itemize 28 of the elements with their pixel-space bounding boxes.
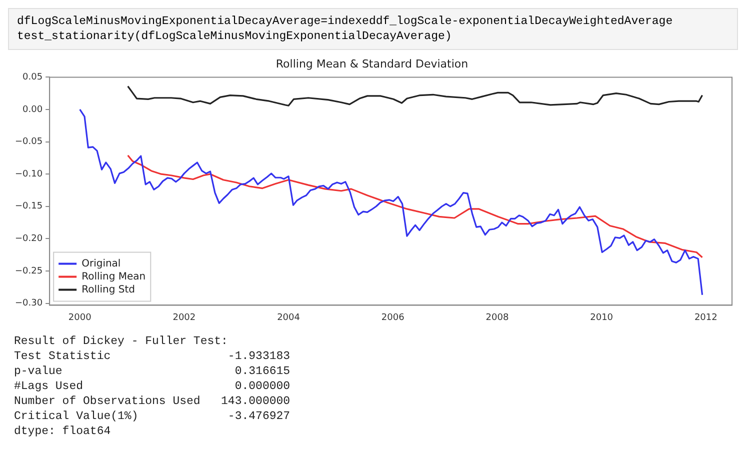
legend-label: Original — [82, 258, 121, 270]
legend-label: Rolling Mean — [82, 271, 146, 282]
y-tick-label: −0.20 — [14, 234, 43, 244]
x-tick-label: 2002 — [172, 312, 196, 323]
chart-title: Rolling Mean & Standard Deviation — [276, 57, 468, 70]
text: dtype: float64 — [14, 424, 112, 439]
x-tick-label: 2006 — [381, 312, 405, 323]
text: Test Statistic -1.933183 — [14, 349, 292, 364]
y-tick-label: −0.15 — [14, 202, 43, 212]
x-tick-label: 2008 — [486, 312, 509, 323]
text: Result of Dickey - Fuller Test: — [14, 334, 229, 349]
text: #Lags Used 0.000000 — [14, 379, 292, 394]
x-tick-label: 2010 — [590, 312, 614, 323]
text: Number of Observations Used 143.000000 — [14, 394, 292, 409]
x-tick-label: 2012 — [694, 312, 718, 323]
text: dfLogScaleMinusMovingExponentialDecayAverage=indexeddf_logScale-exponentialDecayWeightedAverage — [17, 14, 674, 29]
legend-label: Rolling Std — [82, 284, 136, 296]
x-tick-label: 2004 — [277, 312, 300, 323]
y-tick-label: −0.10 — [14, 169, 43, 180]
text: test_stationarity(dfLogScaleMinusMovingExponentialDecayAverage) — [17, 29, 453, 44]
y-tick-label: −0.05 — [14, 137, 43, 148]
y-tick-label: 0.05 — [22, 72, 43, 83]
text: p-value 0.316615 — [14, 364, 292, 379]
y-tick-label: 0.00 — [22, 104, 43, 115]
x-tick-label: 2000 — [68, 312, 92, 323]
y-tick-label: −0.30 — [14, 298, 43, 309]
text: Critical Value(1%) -3.476927 — [14, 409, 292, 424]
y-tick-label: −0.25 — [14, 266, 43, 276]
